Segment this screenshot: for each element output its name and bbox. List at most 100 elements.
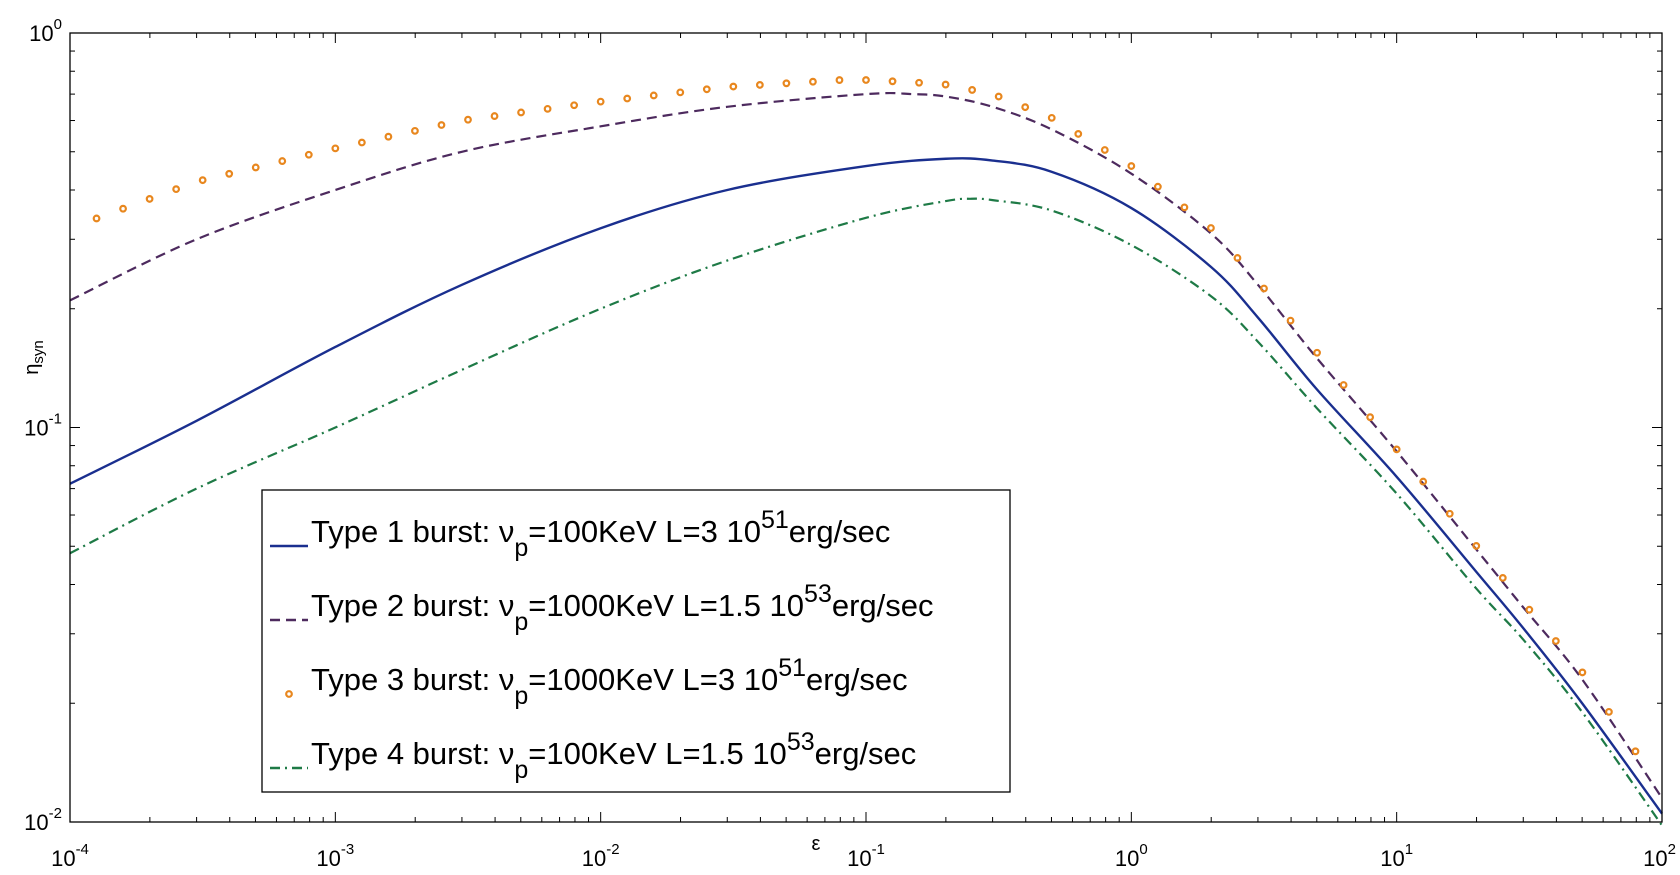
legend-label-post: erg/sec: [806, 662, 908, 697]
series-3-marker: [623, 94, 632, 103]
series-3-marker: [384, 132, 393, 141]
legend-entry-1: Type 1 burst: νp=100KeV L=3 1051erg/sec: [270, 506, 890, 562]
legend-box: [261, 489, 1011, 793]
legend-label-mid: =100KeV L=3 10: [528, 514, 761, 549]
plot-frame: [69, 32, 1663, 823]
x-tick-label-base: 10: [51, 846, 75, 871]
series-4-line: [69, 197, 1663, 827]
series-1: [69, 157, 1663, 815]
x-tick-label-exp: -1: [872, 841, 885, 858]
series-3-marker: [304, 150, 313, 159]
legend-label-sup: 51: [778, 654, 806, 682]
series-3-marker: [915, 78, 923, 87]
x-tick-label-exp: 1: [1405, 841, 1413, 858]
legend-label: Type 4 burst: νp=100KeV L=1.5 1053erg/se…: [311, 728, 916, 784]
legend-label-mid: =1000KeV L=1.5 10: [528, 588, 804, 623]
x-tick-label-exp: -3: [341, 841, 354, 858]
series-3-marker: [941, 80, 950, 89]
series-3-marker: [1233, 254, 1242, 262]
series-3-marker: [1127, 162, 1136, 170]
series-3-marker: [1631, 747, 1640, 756]
series-3-marker: [782, 79, 791, 88]
series-2: [69, 91, 1663, 799]
y-axis-label: ηsyn: [21, 340, 47, 374]
series-3-marker: [1180, 203, 1189, 212]
series-3-marker: [1339, 381, 1348, 389]
series-3-marker: [1472, 542, 1481, 550]
series-3-marker: [251, 163, 260, 172]
series-3-marker: [596, 97, 605, 106]
x-tick-label-base: 10: [1115, 846, 1139, 871]
series-3-marker: [729, 82, 738, 91]
series-3-marker: [1207, 224, 1215, 232]
series-3: [92, 76, 1640, 756]
series-3-marker: [649, 91, 658, 100]
series-3-marker: [145, 195, 154, 203]
legend-entry-2: Type 2 burst: νp=1000KeV L=1.5 1053erg/s…: [270, 580, 934, 636]
y-axis-label-sub: syn: [30, 340, 47, 363]
y-tick-label-exp: -2: [49, 805, 62, 822]
x-tick-label: 100: [1115, 841, 1148, 871]
series-3-marker: [1286, 316, 1295, 325]
y-tick-label-exp: 0: [54, 16, 62, 33]
legend-label-sup: 53: [804, 580, 832, 608]
series-3-marker: [517, 108, 525, 117]
axes-ticks: [69, 32, 1663, 823]
series-3-marker: [570, 101, 579, 110]
series-3-marker: [1074, 130, 1083, 138]
y-tick-label: 100: [29, 16, 62, 46]
legend-label-post: erg/sec: [815, 736, 917, 771]
series-3-marker: [1100, 146, 1109, 154]
series-3-marker: [1525, 605, 1534, 614]
legend-label-post: erg/sec: [789, 514, 891, 549]
series-3-marker: [1605, 707, 1613, 716]
series-3-marker: [411, 126, 419, 135]
series-3-marker: [1392, 445, 1401, 454]
series-3-marker: [357, 138, 366, 147]
y-tick-label-base: 10: [29, 21, 53, 46]
series-3-marker: [862, 76, 870, 84]
series-3-marker: [119, 204, 127, 213]
y-tick-label: 10-1: [24, 411, 62, 441]
series-3-marker: [1021, 103, 1030, 112]
series-3-marker: [198, 176, 207, 185]
series-3-marker: [464, 115, 472, 124]
series-3-marker: [543, 104, 552, 113]
x-tick-label-base: 10: [1380, 846, 1404, 871]
series-3-marker: [1260, 284, 1268, 293]
legend: Type 1 burst: νp=100KeV L=3 1051erg/secT…: [261, 489, 1011, 793]
series-3-marker: [1153, 182, 1162, 191]
x-tick-label: 101: [1380, 841, 1413, 871]
series-3-marker: [437, 121, 446, 129]
legend-label-pre: Type 3 burst: ν: [311, 662, 514, 697]
legend-label-sub: p: [514, 682, 528, 710]
y-axis-label-base: η: [21, 364, 43, 375]
legend-label-pre: Type 2 burst: ν: [311, 588, 514, 623]
legend-label-sub: p: [514, 534, 528, 562]
series-layer: [69, 76, 1663, 827]
legend-swatch: [285, 690, 293, 698]
series-3-marker: [172, 185, 181, 194]
legend-label: Type 3 burst: νp=1000KeV L=3 1051erg/sec: [311, 654, 908, 710]
series-3-marker: [994, 92, 1003, 101]
series-3-marker: [1366, 413, 1375, 422]
y-tick-label: 10-2: [24, 805, 62, 835]
series-3-marker: [676, 88, 685, 97]
series-3-marker: [1047, 113, 1056, 122]
y-tick-label-exp: -1: [49, 411, 62, 428]
series-3-marker: [92, 214, 101, 223]
x-tick-label-base: 10: [1643, 846, 1667, 871]
legend-label-mid: =100KeV L=1.5 10: [528, 736, 787, 771]
legend-label-sup: 53: [787, 728, 815, 756]
series-3-marker: [1419, 477, 1428, 486]
series-3-marker: [1445, 509, 1454, 518]
series-3-marker: [331, 144, 340, 153]
legend-label-mid: =1000KeV L=3 10: [528, 662, 778, 697]
legend-label-pre: Type 1 burst: ν: [311, 514, 514, 549]
series-1-line: [69, 157, 1663, 815]
x-tick-label-base: 10: [582, 846, 606, 871]
x-tick-label: 10-1: [847, 841, 885, 871]
x-tick-label-exp: -4: [76, 841, 89, 858]
